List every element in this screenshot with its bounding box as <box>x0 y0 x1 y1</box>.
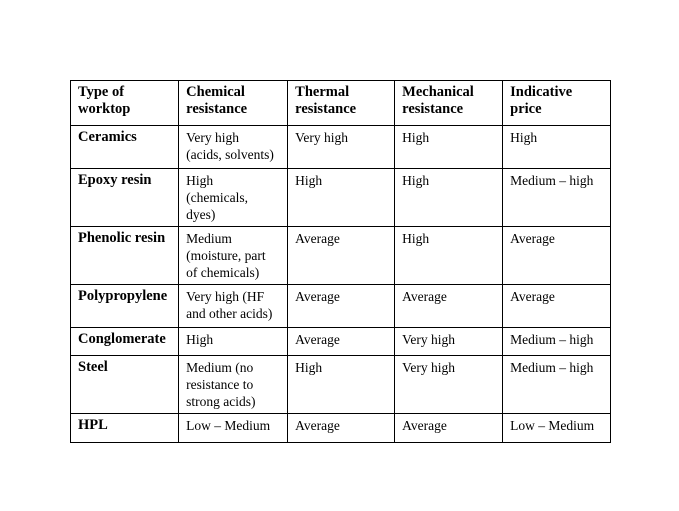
cell-chemical-resistance: High (chemicals, dyes) <box>178 168 289 227</box>
cell-indicative-price: Average <box>502 284 612 328</box>
cell-thermal-resistance: Average <box>287 226 396 285</box>
cell-chemical-resistance: High <box>178 327 289 356</box>
cell-chemical-resistance: Very high (acids, solvents) <box>178 125 289 169</box>
cell-indicative-price: Medium – high <box>502 327 612 356</box>
cell-worktop-type: Conglomerate <box>69 327 180 356</box>
cell-mechanical-resistance: High <box>394 226 504 285</box>
table-row-epoxy-resin: Epoxy resin High (chemicals, dyes) High … <box>69 168 612 227</box>
cell-thermal-resistance: Average <box>287 327 396 356</box>
cell-thermal-resistance: Average <box>287 284 396 328</box>
cell-thermal-resistance: Very high <box>287 125 396 169</box>
cell-indicative-price: High <box>502 125 612 169</box>
cell-thermal-resistance: High <box>287 355 396 414</box>
cell-chemical-resistance: Very high (HF and other acids) <box>178 284 289 328</box>
cell-thermal-resistance: Average <box>287 413 396 443</box>
cell-chemical-resistance: Low – Medium <box>178 413 289 443</box>
header-row: Type of worktop Chemical resistance Ther… <box>69 80 612 126</box>
cell-worktop-type: Epoxy resin <box>69 168 180 227</box>
table-row-phenolic-resin: Phenolic resin Medium (moisture, part of… <box>69 226 612 285</box>
cell-mechanical-resistance: Average <box>394 284 504 328</box>
cell-indicative-price: Medium – high <box>502 355 612 414</box>
cell-worktop-type: Polypropylene <box>69 284 180 328</box>
cell-chemical-resistance: Medium (no resistance to strong acids) <box>178 355 289 414</box>
column-header-indicative-price: Indicative price <box>502 80 612 126</box>
cell-indicative-price: Low – Medium <box>502 413 612 443</box>
cell-worktop-type: Phenolic resin <box>69 226 180 285</box>
cell-thermal-resistance: High <box>287 168 396 227</box>
cell-mechanical-resistance: Very high <box>394 327 504 356</box>
cell-worktop-type: Steel <box>69 355 180 414</box>
cell-indicative-price: Average <box>502 226 612 285</box>
cell-indicative-price: Medium – high <box>502 168 612 227</box>
column-header-chemical-resistance: Chemical resistance <box>178 80 289 126</box>
cell-mechanical-resistance: High <box>394 125 504 169</box>
cell-chemical-resistance: Medium (moisture, part of chemicals) <box>178 226 289 285</box>
table-row-polypropylene: Polypropylene Very high (HF and other ac… <box>69 284 612 328</box>
table-row-conglomerate: Conglomerate High Average Very high Medi… <box>69 327 612 356</box>
cell-worktop-type: Ceramics <box>69 125 180 169</box>
cell-worktop-type: HPL <box>69 413 180 443</box>
table-row-ceramics: Ceramics Very high (acids, solvents) Ver… <box>69 125 612 169</box>
worktop-comparison-table: Type of worktop Chemical resistance Ther… <box>69 80 612 443</box>
table-row-hpl: HPL Low – Medium Average Average Low – M… <box>69 413 612 443</box>
table-row-steel: Steel Medium (no resistance to strong ac… <box>69 355 612 414</box>
cell-mechanical-resistance: High <box>394 168 504 227</box>
column-header-type-of-worktop: Type of worktop <box>69 80 180 126</box>
column-header-thermal-resistance: Thermal resistance <box>287 80 396 126</box>
cell-mechanical-resistance: Average <box>394 413 504 443</box>
cell-mechanical-resistance: Very high <box>394 355 504 414</box>
column-header-mechanical-resistance: Mechanical resistance <box>394 80 504 126</box>
